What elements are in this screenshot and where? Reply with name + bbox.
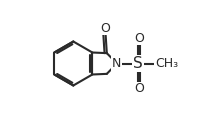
Text: O: O <box>134 83 144 96</box>
Text: O: O <box>134 31 144 44</box>
Text: S: S <box>133 56 143 71</box>
Text: N: N <box>112 57 122 70</box>
Text: O: O <box>101 21 110 35</box>
Text: CH₃: CH₃ <box>155 57 178 70</box>
